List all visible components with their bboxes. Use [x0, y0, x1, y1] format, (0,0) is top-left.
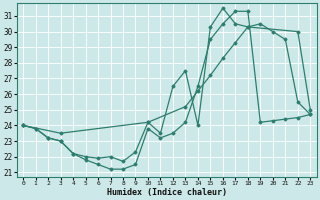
X-axis label: Humidex (Indice chaleur): Humidex (Indice chaleur): [107, 188, 227, 197]
